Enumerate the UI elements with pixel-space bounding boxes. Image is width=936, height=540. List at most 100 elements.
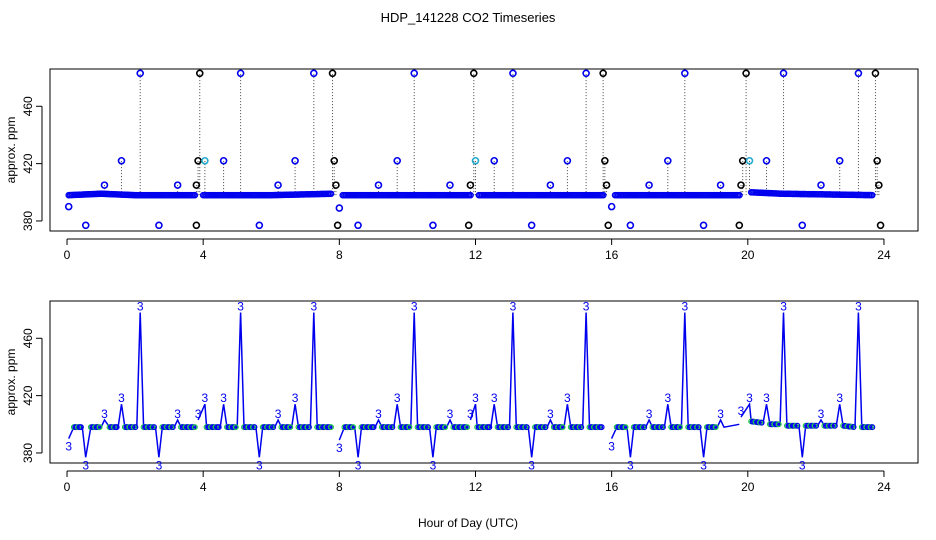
y-tick-label: 460 (21, 328, 35, 348)
y-tick-label: 380 (21, 443, 35, 463)
data-point (490, 156, 499, 165)
point-label: 3 (646, 407, 653, 421)
data-point (509, 69, 517, 78)
series-point (676, 424, 683, 431)
baseline-point (191, 191, 199, 199)
series-point (442, 424, 449, 431)
point-label: 3 (547, 407, 554, 421)
data-point (699, 221, 708, 230)
series-point (712, 424, 719, 431)
point-label: 3 (583, 299, 590, 313)
series-point (305, 424, 312, 431)
point-label: 3 (855, 299, 862, 313)
series-point (287, 424, 294, 431)
x-tick-label: 4 (200, 248, 207, 262)
data-point (466, 181, 475, 189)
point-label: 3 (681, 299, 688, 313)
top-panel: approx. ppm 0 4 8 12 16 20 24 380 420 460 (4, 68, 919, 262)
data-point (201, 156, 209, 165)
series-point (869, 424, 876, 431)
x-axis-title: Hour of Day (UTC) (418, 516, 518, 530)
baseline-point (868, 191, 876, 199)
point-label: 3 (510, 299, 517, 313)
data-point (835, 156, 844, 165)
data-point (255, 221, 264, 230)
data-point (779, 69, 788, 78)
point-label: 3 (275, 407, 282, 421)
series-point (251, 424, 258, 431)
point-label: 3 (664, 391, 671, 405)
data-point (136, 69, 145, 78)
data-point (745, 156, 754, 165)
point-label: 3 (220, 391, 227, 405)
point-label: 3 (700, 458, 707, 472)
data-point (798, 221, 807, 230)
x-tick-label: 8 (336, 248, 343, 262)
series-line (610, 312, 740, 458)
series-point (113, 424, 120, 431)
data-point (100, 181, 109, 189)
data-point (738, 156, 747, 165)
data-point (333, 221, 342, 230)
point-label: 3 (491, 391, 498, 405)
data-point (607, 202, 616, 211)
point-label: 3 (202, 391, 209, 405)
data-point (64, 202, 73, 211)
series-point (232, 424, 239, 431)
data-point (601, 156, 609, 165)
point-label: 3 (292, 391, 299, 405)
series-point (486, 424, 493, 431)
series-point (350, 424, 357, 431)
data-point (429, 221, 437, 230)
x-tick-label: 0 (64, 480, 71, 494)
series-line (469, 312, 604, 458)
point-label: 3 (717, 407, 724, 421)
data-point (563, 156, 572, 165)
point-label: 3 (472, 391, 479, 405)
series-point (831, 422, 838, 429)
data-point (471, 156, 480, 165)
top-y-axis-title: approx. ppm (4, 117, 18, 184)
point-label: 3 (447, 407, 454, 421)
point-label: 3 (394, 391, 401, 405)
series-point (598, 424, 605, 431)
top-plot-frame (49, 68, 919, 232)
point-label: 3 (336, 441, 343, 455)
data-point (192, 181, 201, 189)
point-label: 3 (156, 458, 163, 472)
point-label: 3 (65, 440, 72, 454)
series-point (695, 424, 702, 431)
x-tick-label: 16 (605, 480, 619, 494)
point-label: 3 (564, 391, 571, 405)
data-point (681, 69, 689, 78)
series-point (523, 424, 530, 431)
x-tick-label: 12 (469, 248, 483, 262)
data-point (876, 221, 885, 230)
data-point (464, 221, 473, 230)
point-label: 3 (738, 404, 745, 418)
point-label: 3 (237, 299, 244, 313)
x-tick-label: 20 (741, 248, 755, 262)
data-point (173, 181, 182, 189)
top-axes: 0 4 8 12 16 20 24 380 420 460 (21, 96, 891, 262)
series-point (464, 424, 471, 431)
point-label: 3 (82, 458, 89, 472)
data-point (330, 156, 339, 165)
point-label: 3 (799, 458, 806, 472)
data-point (332, 181, 340, 189)
data-point (664, 156, 672, 165)
point-label: 3 (746, 391, 753, 405)
series-point (641, 424, 648, 431)
point-label: 3 (818, 407, 825, 421)
data-point (335, 204, 344, 212)
point-label: 3 (836, 391, 843, 405)
y-tick-label: 420 (21, 385, 35, 405)
data-point (854, 69, 863, 78)
data-point (716, 181, 725, 189)
series-point (775, 421, 782, 428)
point-label: 3 (528, 458, 535, 472)
point-label: 3 (137, 299, 144, 313)
point-label: 3 (174, 407, 181, 421)
